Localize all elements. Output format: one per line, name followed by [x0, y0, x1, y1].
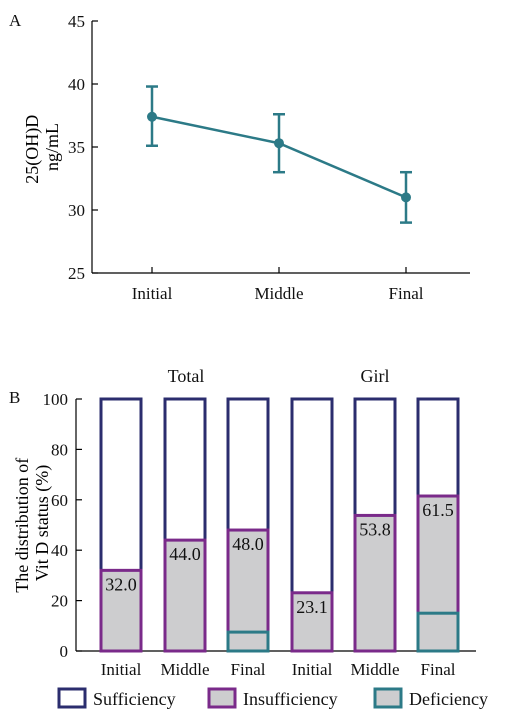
- bar-data-label: 53.8: [359, 519, 391, 539]
- group-label-total: Total: [168, 366, 205, 386]
- bar-data-label: 61.5: [422, 500, 454, 520]
- legend-label-sufficiency: Sufficiency: [93, 689, 176, 709]
- bar-segment-deficiency: [226, 630, 270, 653]
- panel-a-ylabel: 25(OH)D ng/mL: [22, 110, 62, 184]
- panel-b-x-tick-label: Final: [231, 660, 266, 679]
- legend-swatch-deficiency: [373, 687, 403, 709]
- panel-b-y-tick-label: 0: [60, 642, 69, 661]
- panel-a-y-tick-label: 25: [68, 264, 85, 283]
- panel-b-stacked-bar-chart: The distribution of Vit D status (%) 0 20…: [12, 390, 476, 679]
- panel-a-ylabel-line-2: ng/mL: [42, 123, 62, 171]
- panel-a-x-tick-label: Middle: [254, 284, 303, 303]
- panel-b-y-tick-label: 60: [51, 491, 68, 510]
- panel-a-ylabel-line-1: 25(OH)D: [22, 115, 43, 184]
- panel-a-y-tick-label: 35: [68, 138, 85, 157]
- bar-data-label: 44.0: [169, 544, 201, 564]
- bar-data-label: 32.0: [105, 574, 137, 594]
- panel-a-x-tick-label: Final: [389, 284, 424, 303]
- bar-segment-deficiency: [416, 611, 460, 653]
- panel-label-b: B: [9, 388, 20, 407]
- panel-b-x-tick-label: Middle: [350, 660, 399, 679]
- panel-b-y-tick-label: 100: [43, 390, 69, 409]
- panel-b-ylabel-line-2: Vit D status (%): [32, 465, 53, 581]
- legend-label-insufficiency: Insufficiency: [243, 689, 338, 709]
- bar-data-label: 23.1: [296, 597, 328, 617]
- panel-label-a: A: [9, 11, 22, 30]
- panel-b-x-tick-label: Initial: [292, 660, 333, 679]
- bar-segment-insufficiency: [99, 568, 143, 653]
- bar-segment-insufficiency: [353, 513, 397, 653]
- panel-a-line-chart: 25(OH)D ng/mL 25 30 35 40 45 Initial Middle Fin…: [22, 12, 470, 303]
- panel-a-data-point: [147, 111, 157, 122]
- panel-b-ylabel: The distribution of Vit D status (%): [12, 453, 53, 592]
- panel-a-y-tick-label: 40: [68, 75, 85, 94]
- panel-b-y-tick-label: 20: [51, 592, 68, 611]
- panel-a-data-point: [274, 138, 284, 149]
- panel-a-y-tick-label: 30: [68, 201, 85, 220]
- panel-b-x-tick-label: Middle: [160, 660, 209, 679]
- legend-label-deficiency: Deficiency: [409, 689, 488, 709]
- bar-segment-insufficiency: [163, 538, 207, 653]
- legend-swatch-sufficiency: [57, 687, 87, 709]
- panel-a-x-tick-label: Initial: [132, 284, 173, 303]
- bar-segment-insufficiency: [290, 591, 334, 653]
- legend-swatch-insufficiency: [207, 687, 237, 709]
- legend: Sufficiency Insufficiency Deficiency: [57, 687, 488, 709]
- bar-data-label: 48.0: [232, 534, 264, 554]
- panel-b-ylabel-line-1: The distribution of: [12, 458, 32, 593]
- panel-a-y-tick-label: 45: [68, 12, 85, 31]
- panel-b-y-tick-label: 40: [51, 541, 68, 560]
- group-label-girl: Girl: [361, 366, 390, 386]
- panel-b-x-tick-label: Final: [421, 660, 456, 679]
- panel-a-data-point: [401, 192, 411, 203]
- panel-b-y-tick-label: 80: [51, 440, 68, 459]
- panel-b-x-tick-label: Initial: [101, 660, 142, 679]
